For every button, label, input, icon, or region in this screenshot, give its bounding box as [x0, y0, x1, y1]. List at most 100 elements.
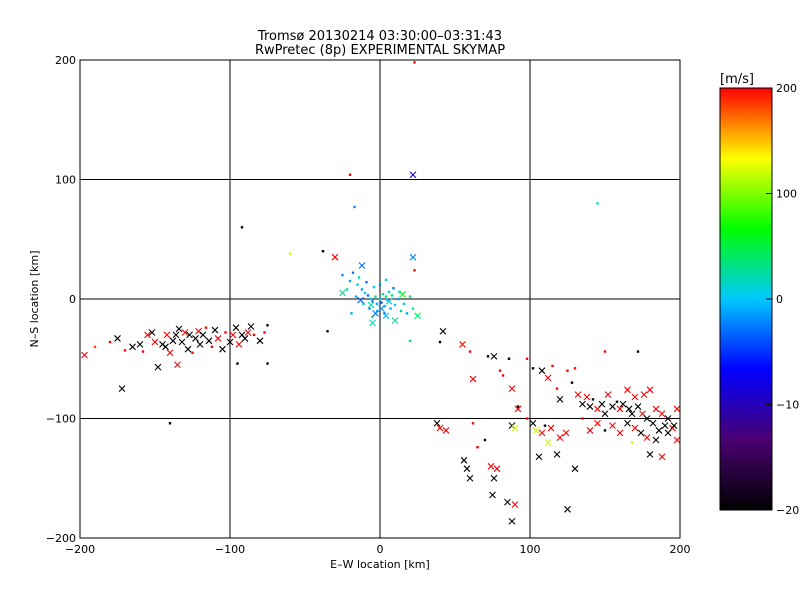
data-point-dot	[531, 367, 535, 370]
data-point-cross	[624, 386, 631, 394]
x-tick-label: −100	[215, 543, 245, 556]
data-point-dot	[365, 281, 368, 284]
data-point-cross	[219, 345, 226, 353]
data-point-dot	[384, 278, 388, 282]
data-point-cross	[81, 351, 88, 359]
data-point-cross	[628, 410, 636, 418]
data-point-cross	[579, 400, 586, 408]
y-tick-label: 200	[55, 54, 76, 67]
data-point-cross	[646, 450, 654, 458]
data-point-cross	[658, 410, 666, 418]
data-point-dot	[525, 417, 529, 420]
data-point-cross	[214, 335, 222, 342]
data-point-cross	[129, 343, 136, 351]
data-point-dot	[411, 307, 415, 310]
data-point-dot	[630, 441, 634, 444]
data-point-cross	[172, 331, 180, 339]
data-point-dot	[551, 364, 554, 368]
data-point-cross	[489, 491, 496, 499]
data-point-dot	[413, 61, 416, 64]
data-point-dot	[168, 422, 172, 425]
data-point-dot	[603, 429, 607, 432]
data-point-dot	[498, 369, 502, 372]
data-point-cross	[652, 436, 660, 444]
data-point-cross	[594, 419, 601, 427]
data-point-cross	[178, 338, 186, 346]
x-axis-label: E–W location [km]	[330, 558, 430, 571]
data-point-cross	[616, 405, 624, 413]
data-point-cross	[631, 424, 639, 432]
y-tick-label: −200	[46, 532, 76, 545]
data-point-cross	[673, 405, 681, 413]
data-point-cross	[643, 434, 651, 442]
data-point-cross	[226, 338, 234, 346]
data-point-cross	[136, 341, 144, 348]
data-point-cross	[382, 312, 390, 320]
data-point-dot	[408, 339, 412, 343]
data-point-dot	[368, 307, 371, 310]
data-point-dot	[378, 283, 382, 286]
colorbar-tick-label: 100	[776, 188, 797, 201]
x-tick-label: −200	[65, 543, 95, 556]
data-point-dot	[591, 398, 595, 401]
data-point-cross	[154, 363, 162, 371]
data-point-cross	[166, 349, 174, 357]
data-point-cross	[637, 429, 645, 437]
data-point-dot	[360, 288, 364, 291]
data-point-dot	[353, 205, 356, 209]
data-point-cross	[460, 456, 468, 464]
data-point-dot	[357, 276, 361, 279]
data-point-dot	[375, 309, 379, 313]
data-point-cross	[562, 429, 570, 437]
data-point-cross	[586, 427, 594, 434]
data-point-cross	[553, 450, 561, 458]
data-point-cross	[175, 325, 183, 333]
data-point-cross	[339, 289, 346, 297]
data-point-dot	[636, 350, 640, 353]
data-point-cross	[247, 323, 255, 330]
data-point-cross	[586, 403, 594, 410]
x-tick-label: 0	[377, 543, 384, 556]
data-point-cross	[538, 367, 546, 375]
data-point-dot	[383, 312, 386, 315]
data-point-cross	[399, 290, 406, 298]
data-point-cross	[162, 343, 169, 351]
data-point-cross	[574, 391, 582, 398]
data-point-dot	[210, 345, 214, 348]
data-point-cross	[564, 505, 571, 513]
data-point-dot	[191, 351, 194, 354]
data-point-dot	[345, 288, 349, 291]
data-point-cross	[118, 385, 126, 393]
data-point-dot	[236, 362, 239, 365]
data-point-dot	[525, 357, 529, 360]
data-point-cross	[357, 296, 364, 304]
data-point-dot	[543, 424, 547, 427]
data-point-cross	[367, 301, 375, 309]
data-point-dot	[375, 302, 379, 305]
y-tick-label: 100	[55, 174, 76, 187]
data-point-cross	[195, 327, 202, 335]
data-point-cross	[463, 465, 471, 473]
data-point-cross	[369, 319, 376, 327]
data-point-cross	[508, 517, 516, 525]
data-point-cross	[511, 424, 519, 432]
data-point-cross	[658, 453, 666, 461]
data-point-cross	[664, 429, 672, 437]
data-point-cross	[144, 331, 151, 339]
data-point-cross	[358, 262, 366, 269]
data-point-cross	[433, 419, 441, 427]
data-point-cross	[163, 331, 171, 339]
data-point-cross	[487, 462, 495, 470]
data-point-cross	[601, 410, 609, 418]
data-point-dot	[603, 350, 607, 353]
data-point-dot	[468, 350, 472, 353]
data-point-cross	[556, 434, 564, 442]
data-point-cross	[609, 422, 616, 430]
data-point-cross	[439, 327, 447, 335]
data-point-dot	[596, 202, 599, 205]
data-point-cross	[609, 403, 616, 410]
data-point-dot	[348, 279, 352, 283]
data-point-cross	[436, 424, 444, 432]
data-point-dot	[405, 312, 409, 315]
